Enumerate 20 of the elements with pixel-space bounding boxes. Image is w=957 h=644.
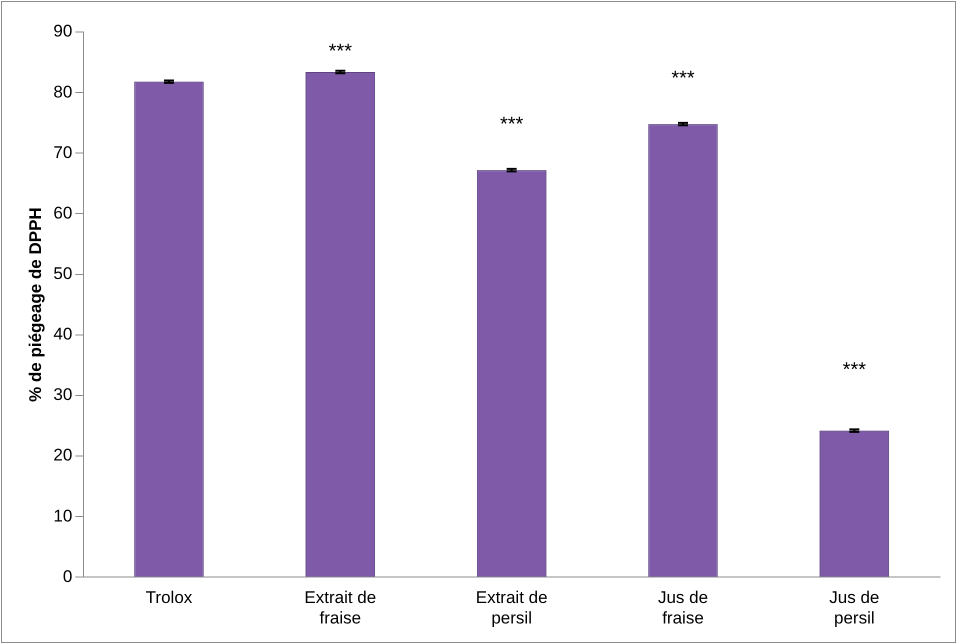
annotation: *** <box>842 359 866 382</box>
annotation: *** <box>500 114 524 136</box>
y-tick-label: 30 <box>53 385 72 404</box>
y-tick-label: 40 <box>53 324 72 344</box>
annotation: *** <box>671 68 695 90</box>
x-tick-label: Jus de persil <box>829 588 880 628</box>
x-tick-label: Jus de fraise <box>658 588 708 628</box>
y-axis-title: % de piégeage de DPPH <box>26 207 45 402</box>
x-tick-label: Extrait de persil <box>476 588 548 628</box>
annotation: *** <box>328 40 352 62</box>
y-tick-label: 80 <box>53 82 72 102</box>
y-tick-label: 70 <box>53 142 72 162</box>
y-tick-label: 50 <box>53 264 72 283</box>
y-tick-label: 10 <box>53 506 72 526</box>
y-tick-label: 0 <box>62 566 72 586</box>
x-tick-label: Trolox <box>146 588 193 608</box>
y-tick-label: 60 <box>53 203 72 222</box>
y-tick-label: 90 <box>53 22 72 41</box>
y-tick-label: 20 <box>53 446 72 465</box>
x-tick-label: Extrait de fraise <box>304 588 376 628</box>
